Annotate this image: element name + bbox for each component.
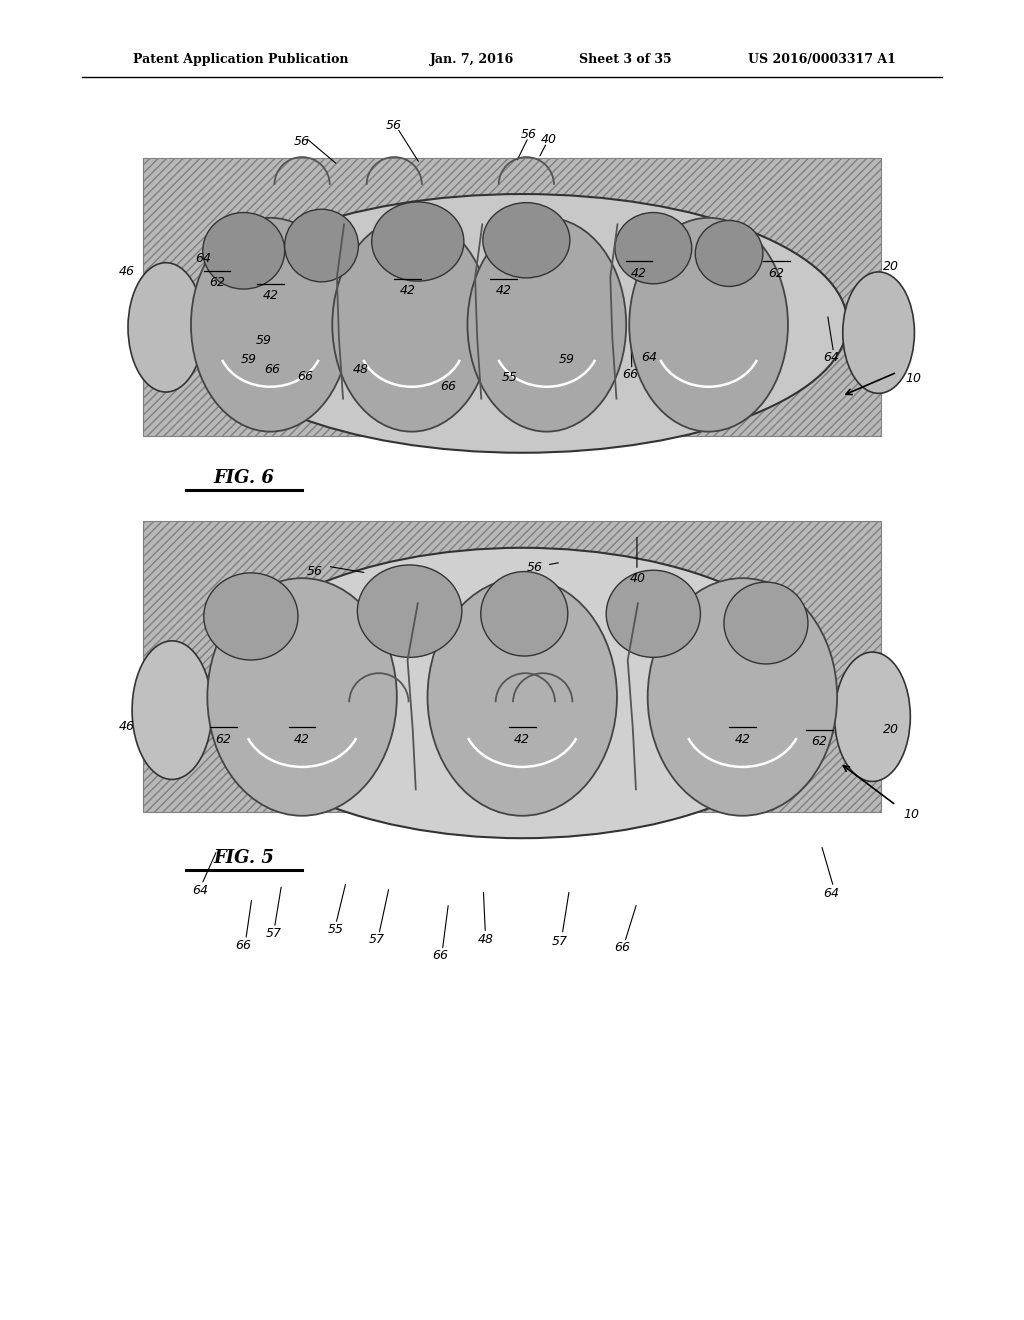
Text: 64: 64 (823, 351, 840, 364)
Ellipse shape (695, 220, 763, 286)
Text: 48: 48 (477, 933, 494, 946)
Text: 64: 64 (193, 884, 209, 898)
Text: 66: 66 (622, 368, 638, 381)
Text: 20: 20 (883, 723, 899, 737)
Text: 56: 56 (306, 565, 323, 578)
Ellipse shape (835, 652, 910, 781)
Text: 10: 10 (905, 372, 922, 385)
Ellipse shape (428, 578, 616, 816)
Text: 46: 46 (119, 719, 135, 733)
Text: 57: 57 (265, 927, 282, 940)
Ellipse shape (207, 578, 396, 816)
Ellipse shape (190, 218, 350, 432)
Ellipse shape (215, 548, 829, 838)
Text: Sheet 3 of 35: Sheet 3 of 35 (579, 53, 671, 66)
Text: FIG. 5: FIG. 5 (213, 849, 274, 867)
Text: 64: 64 (823, 887, 840, 900)
Ellipse shape (724, 582, 808, 664)
Text: 66: 66 (614, 941, 631, 954)
Bar (143, 521, 881, 812)
Text: 42: 42 (262, 289, 279, 302)
Text: 10: 10 (903, 808, 920, 821)
Text: 40: 40 (541, 133, 557, 147)
Ellipse shape (203, 213, 285, 289)
Text: 56: 56 (520, 128, 537, 141)
Text: 42: 42 (294, 733, 310, 746)
Text: 40: 40 (630, 572, 646, 585)
Ellipse shape (606, 570, 700, 657)
Text: 66: 66 (264, 363, 281, 376)
Text: 42: 42 (496, 284, 512, 297)
Text: 42: 42 (631, 267, 647, 280)
Text: 56: 56 (294, 135, 310, 148)
Ellipse shape (483, 202, 569, 279)
Text: 59: 59 (558, 352, 574, 366)
Text: 66: 66 (432, 949, 449, 962)
Ellipse shape (357, 565, 462, 657)
Text: 42: 42 (514, 733, 530, 746)
Ellipse shape (132, 642, 212, 779)
Text: 62: 62 (209, 276, 225, 289)
Text: 62: 62 (811, 735, 827, 748)
Text: 59: 59 (256, 334, 272, 347)
Ellipse shape (614, 213, 692, 284)
Text: 59: 59 (241, 352, 257, 366)
Text: 57: 57 (552, 935, 568, 948)
Ellipse shape (629, 218, 788, 432)
Ellipse shape (467, 218, 627, 432)
Text: 64: 64 (641, 351, 657, 364)
Bar (143, 521, 881, 812)
Ellipse shape (204, 573, 298, 660)
Text: 66: 66 (440, 380, 457, 393)
Text: 62: 62 (768, 267, 784, 280)
Ellipse shape (372, 202, 464, 281)
Text: 20: 20 (883, 260, 899, 273)
Text: 64: 64 (195, 252, 211, 265)
Text: 56: 56 (526, 561, 543, 574)
Ellipse shape (197, 194, 848, 453)
Bar (143, 158, 881, 436)
Text: 42: 42 (399, 284, 416, 297)
Text: 55: 55 (328, 923, 344, 936)
Ellipse shape (481, 572, 567, 656)
Text: Jan. 7, 2016: Jan. 7, 2016 (430, 53, 514, 66)
Text: 62: 62 (215, 733, 231, 746)
Text: 48: 48 (352, 363, 369, 376)
Text: 46: 46 (119, 265, 135, 279)
Text: 57: 57 (369, 933, 385, 946)
Text: FIG. 6: FIG. 6 (213, 469, 274, 487)
Ellipse shape (285, 209, 358, 281)
Text: Patent Application Publication: Patent Application Publication (133, 53, 348, 66)
Ellipse shape (647, 578, 838, 816)
Text: 66: 66 (297, 370, 313, 383)
Text: 55: 55 (502, 371, 518, 384)
Bar (143, 158, 881, 436)
Text: 42: 42 (734, 733, 751, 746)
Ellipse shape (128, 263, 204, 392)
Text: 56: 56 (386, 119, 402, 132)
Ellipse shape (843, 272, 914, 393)
Ellipse shape (332, 218, 492, 432)
Text: US 2016/0003317 A1: US 2016/0003317 A1 (748, 53, 895, 66)
Text: 66: 66 (236, 939, 252, 952)
